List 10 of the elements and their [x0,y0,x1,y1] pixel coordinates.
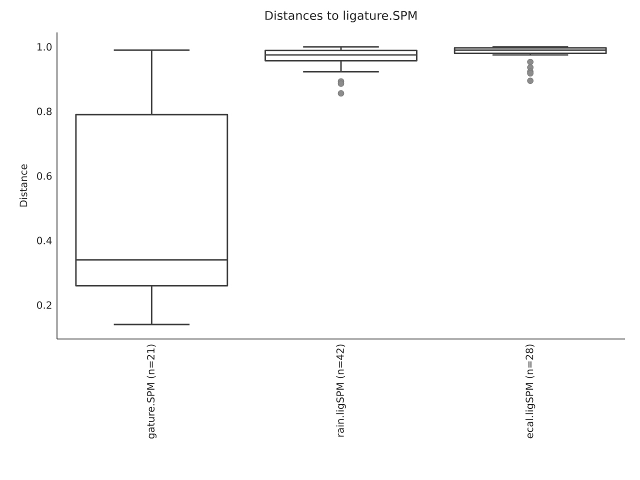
x-tick-label: rain.ligSPM (n=42) [336,344,346,437]
y-tick-label: 0.2 [37,301,52,309]
x-tick-label: gature.SPM (n=21) [146,344,156,439]
x-tick-label: ecal.ligSPM (n=28) [526,344,536,438]
y-tick-label: 0.4 [37,236,52,244]
y-axis-title: Distance [20,164,28,207]
chart-title: Distances to ligature.SPM [265,10,417,22]
y-tick-label: 0.6 [37,172,52,180]
y-tick-label: 0.8 [37,108,52,116]
y-tick-label: 1.0 [37,43,52,51]
